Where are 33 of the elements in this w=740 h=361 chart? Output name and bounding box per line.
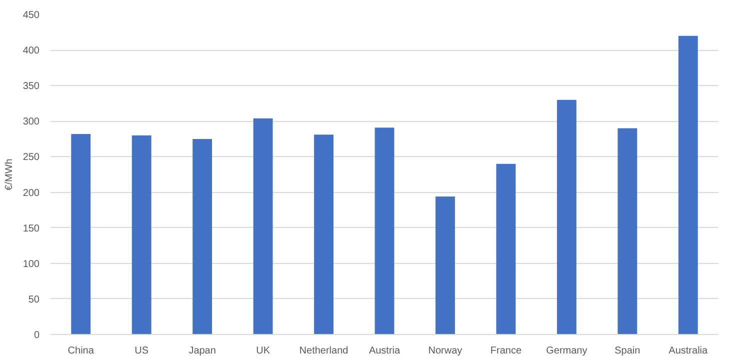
x-tick-label: Austria: [368, 346, 400, 356]
y-tick-label: 0: [34, 330, 40, 341]
y-tick-label: 300: [22, 116, 40, 128]
bar: [192, 138, 212, 334]
bar: [253, 118, 273, 334]
y-tick-label: 400: [22, 46, 40, 57]
y-tick-label: 450: [22, 10, 40, 21]
x-tick-label: France: [490, 346, 522, 356]
y-tick-label: 350: [22, 81, 40, 92]
bar: [556, 100, 576, 334]
x-tick-label: Germany: [546, 346, 588, 356]
x-tick-label: Netherland: [299, 346, 348, 356]
y-tick-label: 200: [22, 188, 40, 199]
bar: [496, 164, 516, 334]
y-tick-label: 150: [22, 223, 40, 234]
bar: [71, 134, 91, 334]
y-tick-label: 250: [22, 152, 40, 164]
bar: [618, 128, 638, 334]
x-tick-label: US: [134, 346, 149, 356]
y-tick-label: 50: [28, 294, 40, 306]
y-axis-title: €/MWh: [4, 158, 15, 190]
x-tick-label: Norway: [428, 346, 462, 356]
x-tick-label: Japan: [188, 346, 216, 356]
bar: [374, 128, 394, 334]
x-tick-label: Australia: [668, 346, 708, 356]
bar: [678, 36, 698, 334]
bar: [314, 134, 334, 334]
x-tick-label: UK: [256, 346, 270, 356]
bar: [132, 135, 152, 334]
x-tick-label: Spain: [614, 346, 640, 356]
x-tick-label: China: [68, 346, 94, 356]
bar: [436, 196, 455, 334]
y-tick-label: 100: [22, 258, 40, 270]
